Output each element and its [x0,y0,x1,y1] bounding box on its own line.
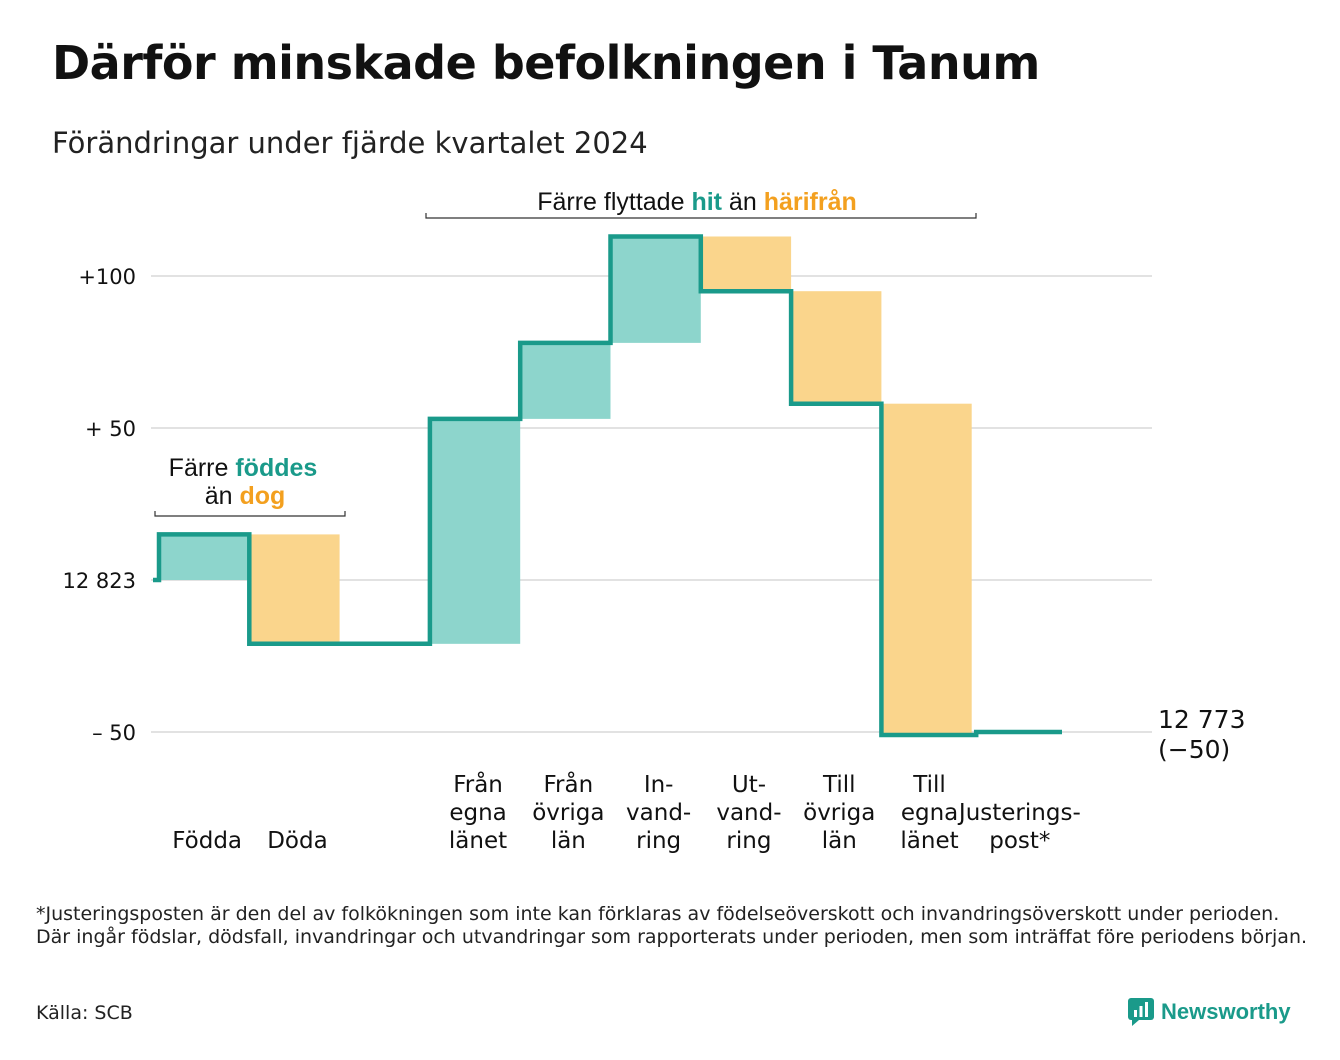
annotation-span: härifrån [764,188,857,216]
decrease-bar [881,403,972,736]
x-tick-label: In- [644,772,674,798]
running-total-line [153,234,1062,738]
x-tick-label: Till [822,772,856,798]
annotation-births-deaths: Färre föddes [169,454,318,482]
annotation-bracket [425,213,977,219]
x-tick-label: Justerings- [957,800,1081,826]
increase-bar [429,418,521,644]
chart-subtitle: Förändringar under fjärde kvartalet 2024 [52,126,648,160]
increase-bar [159,534,250,580]
x-tick-label: egna [449,800,506,826]
annotation-span: Färre flyttade [537,188,691,216]
x-tick-label: ring [726,828,771,854]
footnote: *Justeringsposten är den del av folkökni… [36,903,1308,948]
annotation-span: dog [239,482,285,510]
annotation-span: hit [691,188,722,216]
x-tick-label: egna [901,800,958,826]
brand-logo[interactable]: Newsworthy [1128,998,1291,1026]
increase-bar [610,236,701,343]
x-tick-label: Till [912,772,946,798]
annotation-births-deaths: än dog [205,482,286,510]
x-tick-label: post* [989,828,1050,854]
x-tick-label: Ut- [732,772,766,798]
x-tick-label: Döda [267,828,327,854]
y-tick-label: +100 [78,265,136,289]
bars [159,236,972,736]
end-value-label: (−50) [1158,735,1230,764]
x-tick-label: Födda [172,828,242,854]
annotation-span: än [205,482,240,510]
x-tick-label: länet [449,828,507,854]
newsworthy-logo-icon [1128,998,1154,1026]
x-tick-label: län [822,828,857,854]
chart-title: Därför minskade befolkningen i Tanum [52,36,1040,90]
x-tick-label: övriga [532,800,604,826]
annotation-migration: Färre flyttade hit än härifrån [537,188,857,216]
x-tick-label: ring [636,828,681,854]
annotation-bracket [154,511,346,517]
x-tick-label: vand- [626,800,691,826]
decrease-bar [700,236,792,292]
decrease-bar [249,534,340,644]
x-tick-label: vand- [716,800,781,826]
x-tick-label: övriga [803,800,875,826]
x-tick-label: Från [453,770,503,798]
brand-name: Newsworthy [1161,999,1291,1024]
end-value-label: 12 773 [1158,705,1245,734]
x-tick-label: län [551,828,586,854]
decrease-bar [791,291,882,404]
annotation-span: Färre [169,454,236,482]
y-tick-label: + 50 [85,417,136,441]
x-tick-label: länet [900,828,958,854]
x-tick-label: Från [544,770,594,798]
y-tick-label: – 50 [92,721,136,745]
annotation-span: föddes [235,454,317,482]
running-total [153,234,1062,738]
increase-bar [520,342,611,419]
gridlines [151,275,1152,733]
source-note: Källa: SCB [36,1002,133,1024]
annotation-span: än [722,188,764,216]
y-tick-label: 12 823 [63,569,136,593]
